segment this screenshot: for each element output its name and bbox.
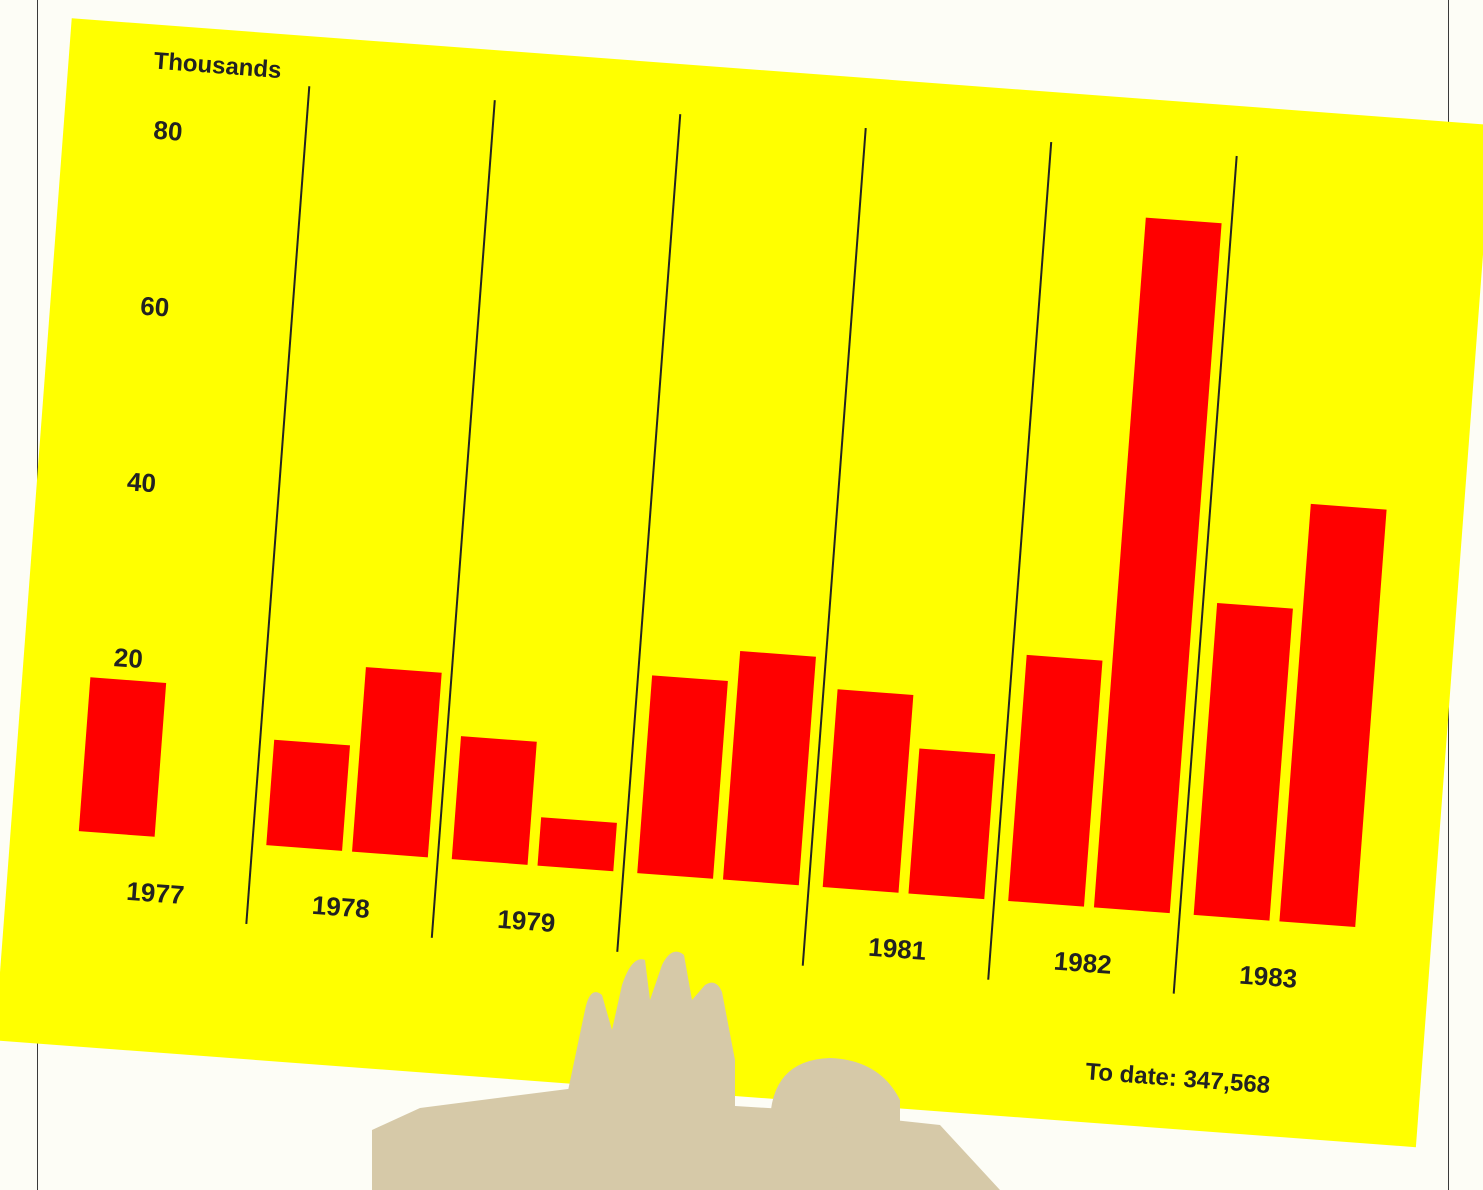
year-divider-line — [245, 86, 311, 924]
y-tick-label-20: 20 — [113, 642, 144, 674]
hand-back-shape — [372, 1085, 1000, 1190]
bar-1978-1 — [266, 739, 350, 851]
year-labels: 1977 1978 1979 1981 1982 1983 — [125, 876, 1298, 994]
year-label-1981: 1981 — [867, 932, 927, 966]
year-label-1983: 1983 — [1238, 960, 1298, 994]
bar-1979-2 — [537, 817, 617, 872]
year-label-1977: 1977 — [125, 876, 185, 910]
y-tick-label-40: 40 — [126, 466, 157, 498]
y-tick-label-80: 80 — [152, 115, 183, 147]
year-label-1979: 1979 — [496, 904, 556, 938]
year-divider-line — [1172, 155, 1238, 994]
hand-thumb-shape — [770, 1058, 900, 1130]
bar-1982-1 — [1008, 654, 1103, 907]
hand-front — [565, 951, 900, 1130]
bar-1980-1 — [637, 675, 728, 879]
bar-1982-2 — [1093, 217, 1222, 914]
year-divider-line — [987, 141, 1053, 980]
year-label-1978: 1978 — [311, 890, 371, 924]
year-dividers — [245, 86, 1238, 994]
y-tick-labels: 20 40 60 80 — [113, 115, 184, 674]
hand-fingers-shape — [565, 951, 735, 1125]
year-divider-line — [616, 114, 682, 952]
bar-1983-2 — [1279, 503, 1387, 928]
bar-1983-1 — [1193, 602, 1293, 921]
year-label-1982: 1982 — [1053, 946, 1113, 980]
bar-1981-1 — [822, 689, 914, 893]
bar-group — [78, 217, 1387, 928]
bar-1981-2 — [908, 748, 996, 900]
year-divider-line — [801, 128, 867, 966]
bar-1978-2 — [352, 667, 442, 858]
bar-1979-1 — [451, 736, 537, 865]
bar-1977-1 — [78, 677, 167, 837]
year-divider-line — [430, 100, 496, 938]
bar-1980-2 — [722, 651, 816, 886]
y-tick-label-60: 60 — [139, 291, 170, 323]
